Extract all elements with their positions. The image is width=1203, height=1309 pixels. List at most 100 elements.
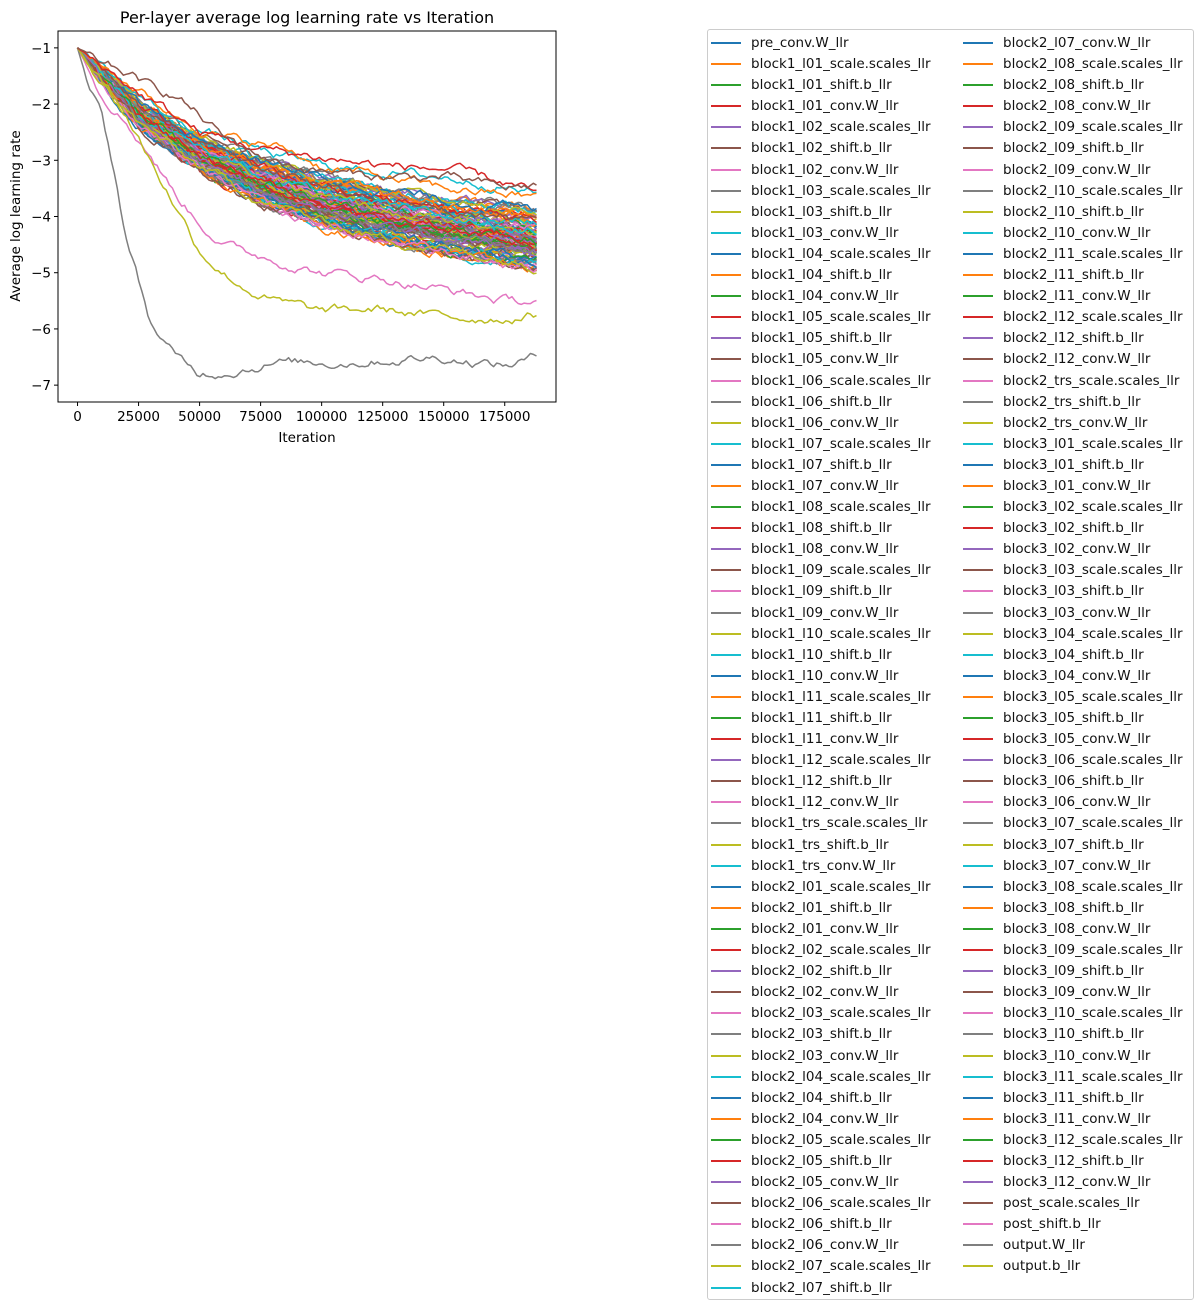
legend-item: block2_l02_scale.scales_llr xyxy=(708,940,948,961)
legend-item: block1_l07_conv.W_llr xyxy=(708,476,948,497)
legend-swatch xyxy=(963,611,993,614)
legend-item: block2_l05_shift.b_llr xyxy=(708,1151,948,1172)
legend-item: block3_l08_shift.b_llr xyxy=(960,898,1200,919)
legend-label: block3_l10_conv.W_llr xyxy=(1003,1047,1151,1064)
legend-item: block2_l12_shift.b_llr xyxy=(960,328,1200,349)
legend-item: block1_l11_conv.W_llr xyxy=(708,729,948,750)
legend-item: block1_l06_conv.W_llr xyxy=(708,413,948,434)
legend-label: block1_l09_scale.scales_llr xyxy=(751,562,931,579)
legend-swatch xyxy=(963,1117,993,1120)
legend-item: block1_l09_scale.scales_llr xyxy=(708,560,948,581)
legend-item: block2_l04_conv.W_llr xyxy=(708,1109,948,1130)
legend-item: pre_conv.W_llr xyxy=(708,33,948,54)
y-axis-label: Average log learning rate xyxy=(8,130,24,301)
legend-label: block1_l08_conv.W_llr xyxy=(751,541,899,558)
legend-swatch xyxy=(963,189,993,192)
legend-swatch xyxy=(963,84,993,87)
legend-label: block2_l08_scale.scales_llr xyxy=(1003,56,1183,73)
legend-swatch xyxy=(711,991,741,994)
x-tick-label: 75000 xyxy=(239,409,282,425)
legend-item: block1_l10_shift.b_llr xyxy=(708,645,948,666)
legend-item: block2_l01_shift.b_llr xyxy=(708,898,948,919)
legend-label: block1_l12_shift.b_llr xyxy=(751,773,892,790)
series-line-post_scale.scales_llr xyxy=(76,47,537,272)
legend-swatch xyxy=(711,527,741,530)
legend-swatch xyxy=(711,295,741,298)
legend-item: block2_l05_conv.W_llr xyxy=(708,1172,948,1193)
legend-swatch xyxy=(963,63,993,66)
legend-swatch xyxy=(963,337,993,340)
legend-label: block1_l02_shift.b_llr xyxy=(751,140,892,157)
legend-item: block1_l06_shift.b_llr xyxy=(708,392,948,413)
legend-label: block2_l06_shift.b_llr xyxy=(751,1216,892,1233)
legend-label: pre_conv.W_llr xyxy=(751,35,849,51)
legend-swatch xyxy=(963,463,993,466)
legend-label: block1_l07_shift.b_llr xyxy=(751,456,892,473)
legend-label: block2_l07_conv.W_llr xyxy=(1003,35,1151,51)
y-tick-label: −1 xyxy=(31,41,51,57)
legend-label: block3_l02_scale.scales_llr xyxy=(1003,499,1183,516)
legend-swatch xyxy=(963,822,993,825)
legend-swatch xyxy=(711,695,741,698)
legend-label: block3_l06_scale.scales_llr xyxy=(1003,752,1183,769)
legend-swatch xyxy=(711,611,741,614)
chart-canvas: Per-layer average log learning rate vs I… xyxy=(8,8,557,446)
legend-swatch xyxy=(711,1223,741,1226)
legend-label: block2_l09_shift.b_llr xyxy=(1003,140,1144,157)
legend-swatch xyxy=(711,1033,741,1036)
legend-label: block2_l03_conv.W_llr xyxy=(751,1047,899,1064)
legend-item: block3_l08_conv.W_llr xyxy=(960,919,1200,940)
legend-swatch xyxy=(963,1202,993,1205)
legend-item: block1_l01_shift.b_llr xyxy=(708,75,948,96)
legend-label: block1_l05_scale.scales_llr xyxy=(751,309,931,326)
legend-swatch xyxy=(963,632,993,635)
legend-item: block2_l03_scale.scales_llr xyxy=(708,1003,948,1024)
legend-swatch xyxy=(963,1012,993,1015)
legend-label: block2_l08_conv.W_llr xyxy=(1003,98,1151,115)
x-axis-label: Iteration xyxy=(278,430,335,446)
legend-item: block3_l10_conv.W_llr xyxy=(960,1046,1200,1067)
legend-label: block2_l10_conv.W_llr xyxy=(1003,224,1151,241)
legend-label: block3_l05_conv.W_llr xyxy=(1003,731,1151,748)
legend-swatch xyxy=(711,1117,741,1120)
x-tick-label: 175000 xyxy=(479,409,531,425)
legend-item: block2_l08_scale.scales_llr xyxy=(960,54,1200,75)
legend-item: block2_l03_conv.W_llr xyxy=(708,1046,948,1067)
legend-label: block2_l05_conv.W_llr xyxy=(751,1174,899,1191)
legend-item: block1_l10_scale.scales_llr xyxy=(708,624,948,645)
legend-label: block1_l11_conv.W_llr xyxy=(751,731,899,748)
legend-label: block2_l09_scale.scales_llr xyxy=(1003,119,1183,136)
legend-label: block3_l11_scale.scales_llr xyxy=(1003,1068,1183,1085)
legend-label: block3_l01_conv.W_llr xyxy=(1003,477,1151,494)
legend-swatch xyxy=(711,1159,741,1162)
legend-label: block3_l04_scale.scales_llr xyxy=(1003,625,1183,642)
legend-label: block2_l05_scale.scales_llr xyxy=(751,1131,931,1148)
legend-label: block2_l10_scale.scales_llr xyxy=(1003,182,1183,199)
legend-swatch xyxy=(711,843,741,846)
legend-swatch xyxy=(711,885,741,888)
legend-item: block2_trs_conv.W_llr xyxy=(960,413,1200,434)
legend-label: block3_l08_scale.scales_llr xyxy=(1003,878,1183,895)
legend-label: block3_l01_shift.b_llr xyxy=(1003,456,1144,473)
legend-swatch xyxy=(963,1223,993,1226)
x-tick-label: 125000 xyxy=(357,409,409,425)
legend-swatch xyxy=(711,738,741,741)
legend-label: output.b_llr xyxy=(1003,1258,1081,1275)
legend-swatch xyxy=(711,906,741,909)
legend-label: block1_l08_shift.b_llr xyxy=(751,520,892,537)
legend-item: block1_l09_shift.b_llr xyxy=(708,581,948,602)
legend-label: block3_l09_shift.b_llr xyxy=(1003,963,1144,980)
legend-item: block2_l02_shift.b_llr xyxy=(708,961,948,982)
legend-label: block3_l07_conv.W_llr xyxy=(1003,857,1151,874)
legend-item: block1_l01_conv.W_llr xyxy=(708,96,948,117)
legend-label: block1_l01_scale.scales_llr xyxy=(751,56,931,73)
legend-item: block2_l06_shift.b_llr xyxy=(708,1214,948,1235)
legend-item: block3_l05_conv.W_llr xyxy=(960,729,1200,750)
legend-item: block3_l09_conv.W_llr xyxy=(960,982,1200,1003)
legend-item: block2_l07_conv.W_llr xyxy=(960,33,1200,54)
legend-swatch xyxy=(963,695,993,698)
legend-item: block2_l12_scale.scales_llr xyxy=(960,307,1200,328)
legend-swatch xyxy=(711,717,741,719)
legend-item: block2_l10_scale.scales_llr xyxy=(960,181,1200,202)
legend-swatch xyxy=(963,358,993,361)
